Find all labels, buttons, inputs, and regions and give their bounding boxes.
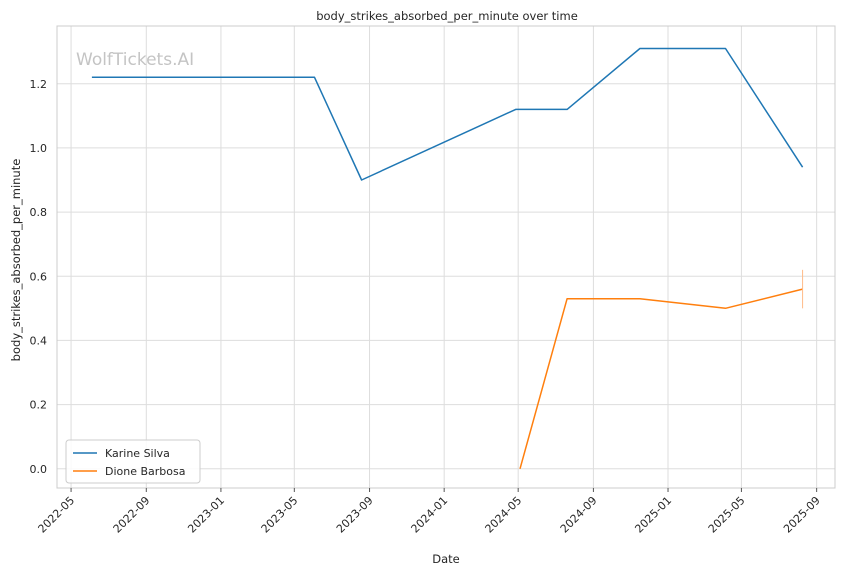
y-tick-label: 0.4 (30, 334, 48, 347)
legend-label-1: Dione Barbosa (105, 465, 186, 478)
x-tick-label: 2024-05 (483, 494, 525, 536)
legend-label-0: Karine Silva (105, 447, 170, 460)
x-tick-label: 2023-09 (334, 494, 376, 536)
x-tick-label: 2023-05 (259, 494, 301, 536)
y-tick-label: 0.0 (30, 463, 48, 476)
x-tick-label: 2023-01 (185, 494, 227, 536)
series-line-1 (519, 288, 803, 470)
y-tick-label: 1.0 (30, 142, 48, 155)
y-tick-label: 0.2 (30, 399, 48, 412)
chart-title: body_strikes_absorbed_per_minute over ti… (316, 9, 578, 23)
legend: Karine Silva Dione Barbosa (65, 439, 201, 484)
y-tick-label: 0.6 (30, 270, 48, 283)
y-tick-label: 1.2 (30, 78, 48, 91)
x-tick-label: 2025-05 (706, 494, 748, 536)
x-tick-label: 2024-01 (409, 494, 451, 536)
legend-box (65, 439, 201, 484)
series-line-0 (91, 47, 804, 181)
y-tick-label: 0.8 (30, 206, 48, 219)
y-axis-title: body_strikes_absorbed_per_minute (9, 159, 23, 362)
x-tick-label: 2025-01 (632, 494, 674, 536)
grid (57, 26, 835, 488)
x-tick-label: 2024-09 (558, 494, 600, 536)
x-tick-label: 2022-09 (111, 494, 153, 536)
x-tick-label: 2025-09 (781, 494, 823, 536)
series-layer (91, 47, 804, 470)
plot-frame (56, 25, 836, 489)
x-axis-title: Date (432, 552, 460, 566)
x-tick-label: 2022-05 (35, 494, 77, 536)
watermark: WolfTickets.AI (76, 50, 194, 70)
